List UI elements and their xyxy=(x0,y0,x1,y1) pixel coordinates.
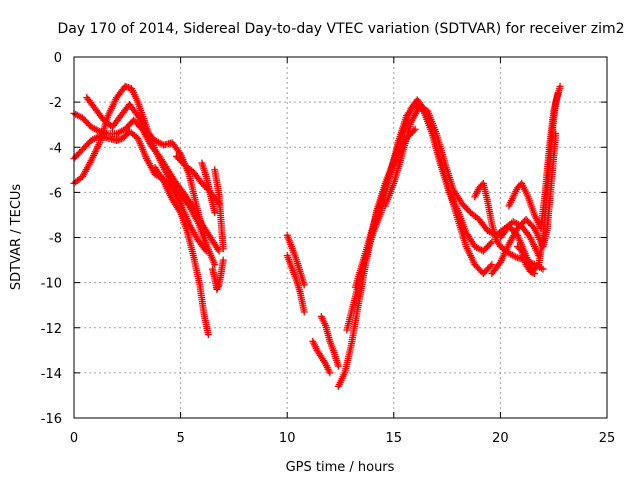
data-point xyxy=(486,240,494,248)
data-point xyxy=(211,261,219,269)
x-tick-label: 0 xyxy=(70,431,78,446)
data-point xyxy=(539,265,547,273)
data-point xyxy=(486,262,494,270)
chart-title: Day 170 of 2014, Sidereal Day-to-day VTE… xyxy=(58,21,625,37)
data-point xyxy=(334,362,342,370)
x-tick-label: 5 xyxy=(176,431,184,446)
data-point xyxy=(214,282,222,290)
data-point xyxy=(219,256,227,264)
x-tick-label: 20 xyxy=(492,431,509,446)
y-tick-label: -2 xyxy=(49,96,62,111)
x-tick-label: 10 xyxy=(279,431,296,446)
data-point xyxy=(411,125,419,133)
data-point xyxy=(214,284,222,292)
y-tick-label: 0 xyxy=(54,51,62,66)
x-tick-label: 15 xyxy=(386,431,403,446)
data-point xyxy=(529,269,537,277)
y-tick-label: -16 xyxy=(41,412,62,427)
data-point xyxy=(219,245,227,253)
axis-ticks: 0 5 10 15 20 25 0 -2 -4 -6 -8 -10 -12 -14 -16 xyxy=(41,51,616,446)
x-axis-label: GPS time / hours xyxy=(286,460,395,475)
y-tick-label: -6 xyxy=(49,186,62,201)
data-point xyxy=(326,369,334,377)
y-tick-label: -14 xyxy=(41,367,62,382)
data-point xyxy=(531,270,539,278)
data-point xyxy=(300,281,308,289)
y-tick-label: -10 xyxy=(41,277,62,292)
data-layer xyxy=(70,82,564,390)
data-point xyxy=(204,331,212,339)
y-tick-label: -4 xyxy=(49,141,62,156)
data-point xyxy=(202,240,210,248)
y-tick-label: -8 xyxy=(49,232,62,247)
y-tick-label: -12 xyxy=(41,322,62,337)
x-tick-label: 25 xyxy=(599,431,616,446)
data-point xyxy=(213,285,221,293)
data-point xyxy=(488,261,496,269)
data-point xyxy=(300,308,308,316)
data-point xyxy=(556,82,564,90)
data-point xyxy=(215,247,223,255)
y-axis-label: SDTVAR / TECUs xyxy=(9,184,24,291)
data-point xyxy=(554,89,562,97)
grid xyxy=(74,57,607,418)
data-point xyxy=(211,209,219,217)
data-point xyxy=(533,262,541,270)
